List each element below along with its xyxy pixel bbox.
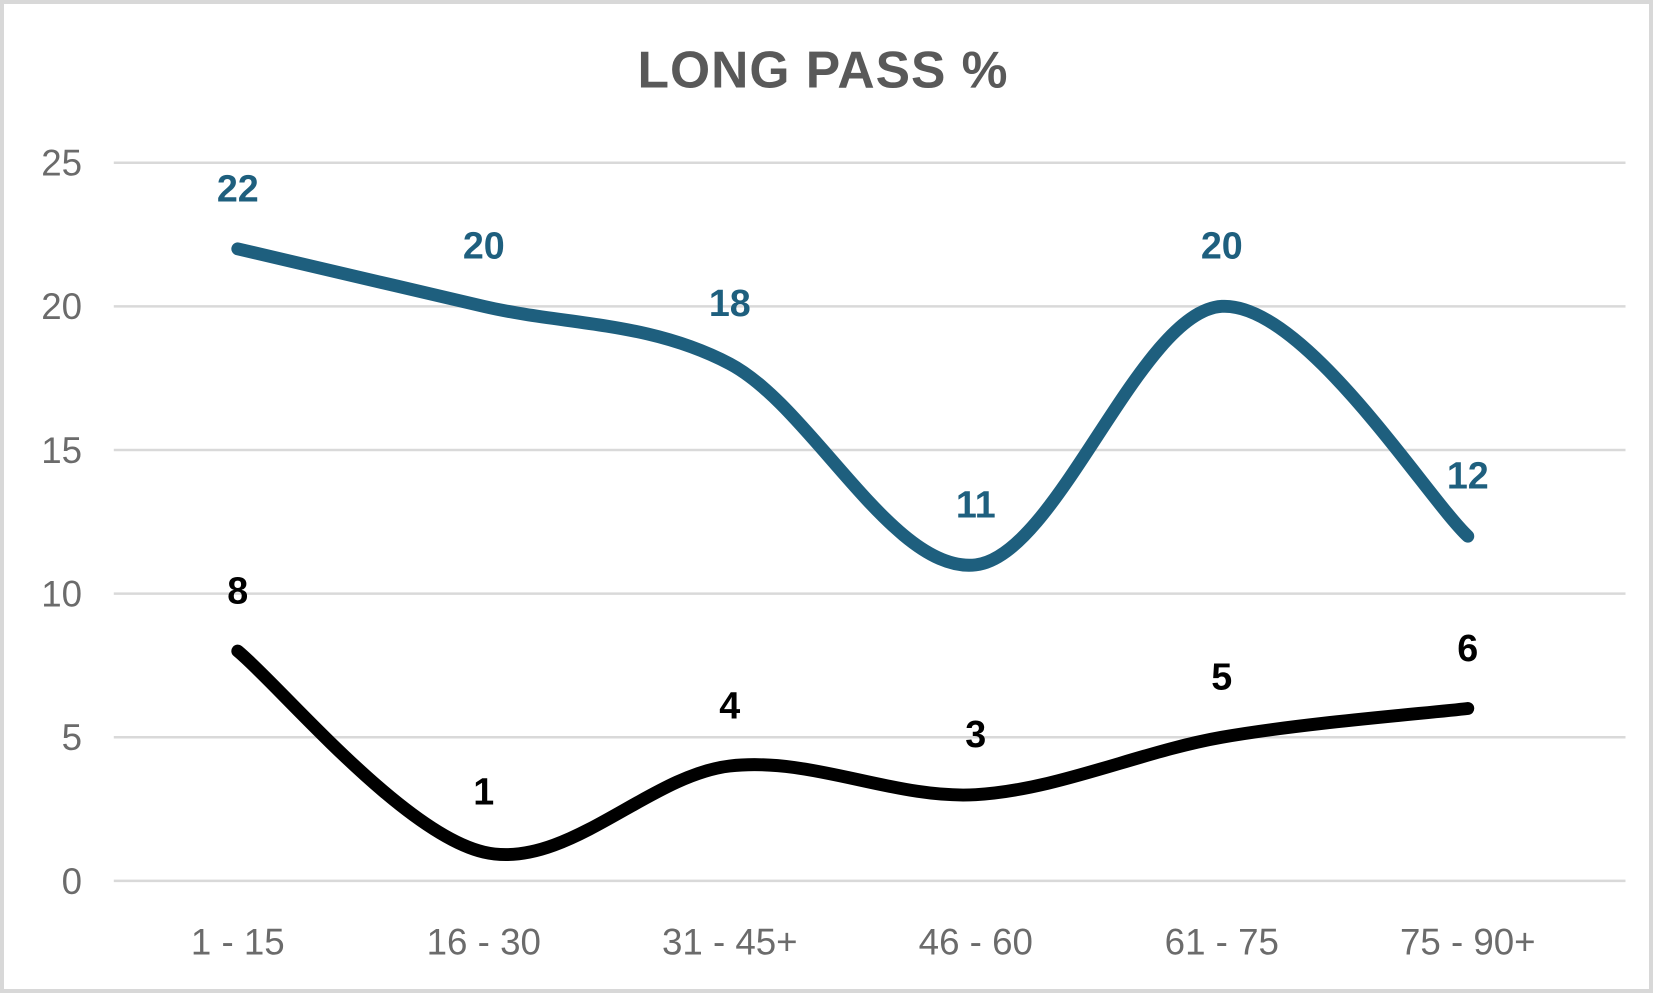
data-label: 1 xyxy=(473,771,494,813)
x-category-label: 31 - 45+ xyxy=(662,921,798,962)
y-axis-labels: 0 5 10 15 20 25 xyxy=(41,143,82,902)
data-label: 6 xyxy=(1457,627,1478,669)
long-pass-teal-series xyxy=(231,242,1475,572)
data-label: 11 xyxy=(956,483,996,525)
data-label: 20 xyxy=(1201,225,1243,267)
data-label: 5 xyxy=(1211,656,1232,698)
data-label: 20 xyxy=(463,225,505,267)
data-label: 8 xyxy=(227,569,248,611)
y-tick-label: 25 xyxy=(41,143,82,184)
x-category-label: 61 - 75 xyxy=(1165,921,1279,962)
data-label: 18 xyxy=(709,282,751,324)
series-lines xyxy=(231,242,1475,861)
y-tick-label: 5 xyxy=(62,717,82,758)
data-label: 4 xyxy=(719,684,740,726)
y-tick-label: 15 xyxy=(41,430,82,471)
y-tick-label: 20 xyxy=(41,286,82,327)
x-category-label: 46 - 60 xyxy=(919,921,1033,962)
x-category-label: 75 - 90+ xyxy=(1400,921,1536,962)
x-axis-labels: 1 - 15 16 - 30 31 - 45+ 46 - 60 61 - 75 75 - … xyxy=(191,921,1536,962)
x-category-label: 1 - 15 xyxy=(191,921,285,962)
data-label: 22 xyxy=(217,167,259,209)
y-tick-label: 10 xyxy=(41,574,82,615)
data-label: 3 xyxy=(965,713,986,755)
y-tick-label: 0 xyxy=(62,861,82,902)
chart-title: LONG PASS % xyxy=(637,40,1008,98)
long-pass-black-series xyxy=(231,644,1475,861)
data-labels: 8 1 4 3 5 6 22 20 18 11 20 12 xyxy=(217,167,1489,812)
data-label: 12 xyxy=(1447,455,1489,497)
gridlines xyxy=(113,161,1626,883)
x-category-label: 16 - 30 xyxy=(427,921,541,962)
